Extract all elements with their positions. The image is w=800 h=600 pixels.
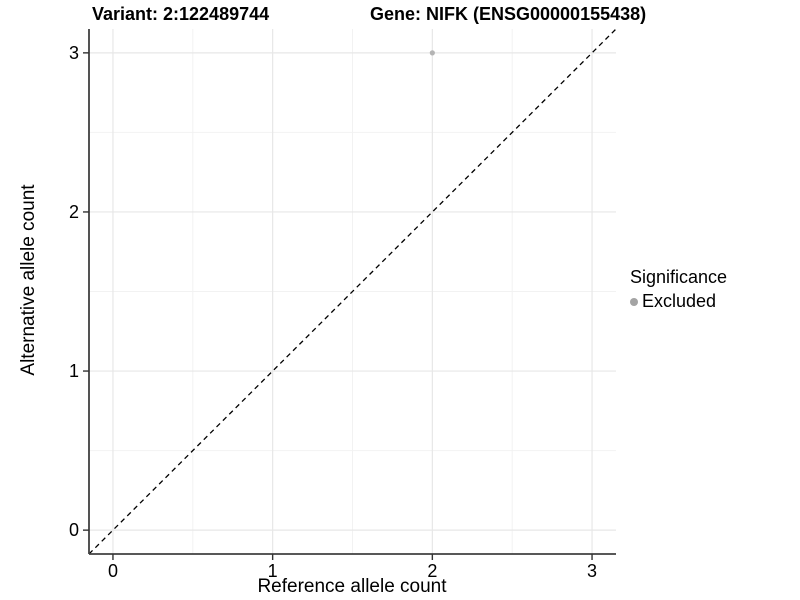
y-tick-label: 1 [69,361,79,381]
legend-point-icon [630,297,638,306]
legend: Significance Excluded [630,267,727,312]
x-tick-label: 3 [587,561,597,581]
data-point [429,50,435,56]
plot-title-variant: Variant: 2:122489744 [92,4,270,24]
x-tick-label: 1 [268,561,278,581]
plot-title-gene: Gene: NIFK (ENSG00000155438) [370,4,647,24]
y-tick-label: 3 [69,43,79,63]
identity-reference-line [88,28,617,555]
x-tick-label: 2 [427,561,437,581]
legend-item-excluded: Excluded [630,291,727,312]
y-tick-label: 2 [69,202,79,222]
legend-title: Significance [630,267,728,287]
x-axis-title: Reference allele count [257,576,447,597]
x-tick-label: 0 [108,561,118,581]
legend-item-label: Excluded [642,291,717,311]
y-axis-title: Alternative allele count [18,184,39,376]
y-tick-label: 0 [69,520,79,540]
